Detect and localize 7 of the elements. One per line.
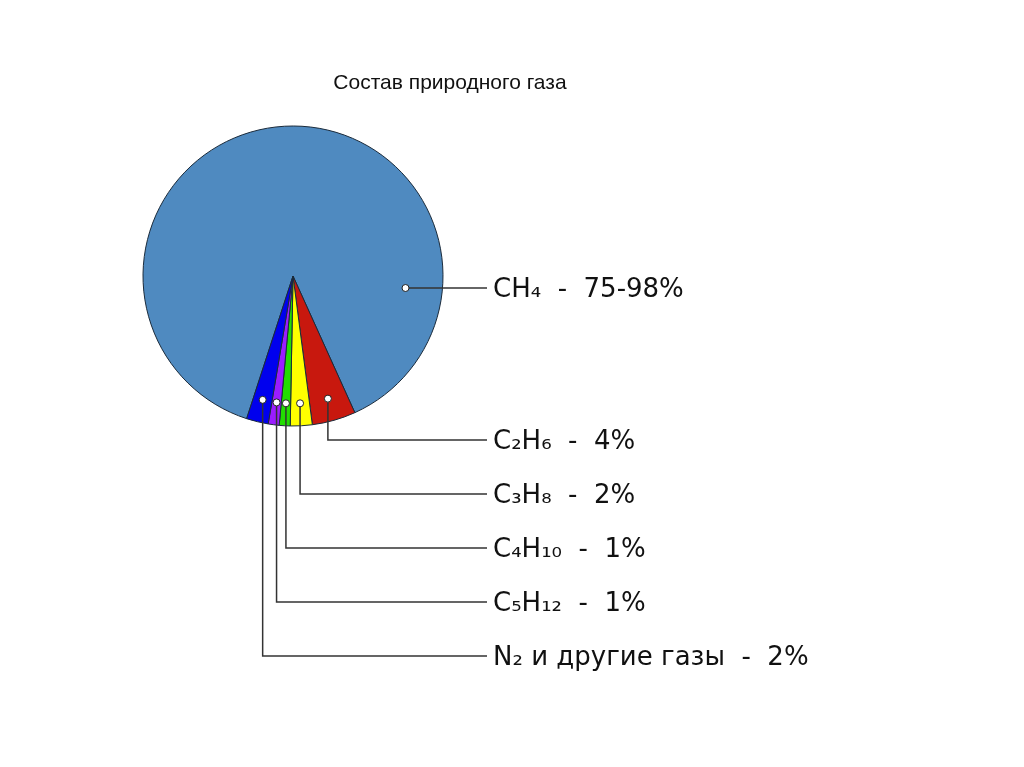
slice-label: CH₄ - 75-98% [493,273,684,303]
slice-label: C₃H₈ - 2% [493,479,636,509]
slice-label: C₄H₁₀ - 1% [493,533,646,563]
slice-label: N₂ и другие газы - 2% [493,641,809,671]
slice-label: C₅H₁₂ - 1% [493,587,646,617]
chart-title: Состав природного газа [333,70,567,94]
slice-label: C₂H₆ - 4% [493,425,636,455]
